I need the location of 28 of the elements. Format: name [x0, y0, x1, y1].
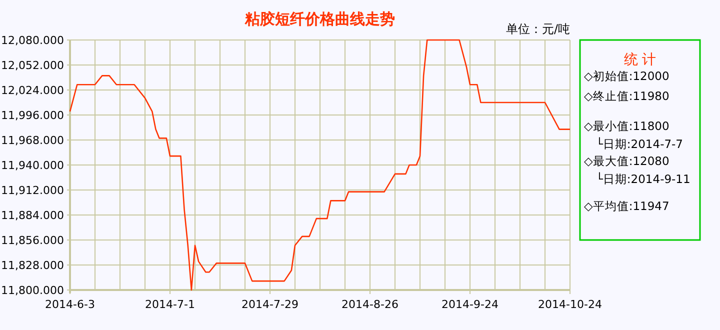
text: 统 计 — [624, 52, 656, 68]
line-series — [69, 39, 571, 291]
x-tick-label: 2014-10-24 — [538, 298, 602, 311]
y-tick-label: 11,940.000 — [1, 159, 64, 172]
chart-title: 粘胶短纤价格曲线走势 — [244, 10, 395, 28]
x-tick-label: 2014-6-3 — [45, 298, 95, 311]
y-tick-label: 11,968.000 — [1, 134, 64, 147]
y-tick-label: 11,856.000 — [1, 234, 64, 247]
x-tick-label: 2014-7-29 — [242, 298, 298, 311]
y-tick-label: 11,884.000 — [1, 209, 64, 222]
y-tick-label: 12,080.000 — [1, 34, 64, 47]
text: ◇最大值:12080 — [584, 154, 670, 168]
text: ◇平均值:11947 — [584, 199, 670, 213]
x-tick-label: 2014-9-24 — [442, 298, 498, 311]
text: ◇初始值:12000 — [584, 69, 670, 83]
y-tick-label: 11,828.000 — [1, 259, 64, 272]
x-tick-label: 2014-8-26 — [342, 298, 398, 311]
x-tick-label: 2014-7-1 — [145, 298, 195, 311]
text: ◇终止值:11980 — [584, 89, 670, 103]
text: ◇最小值:11800 — [584, 119, 670, 133]
text: └日期:2014-9-11 — [596, 172, 690, 186]
y-tick-label: 12,052.000 — [1, 59, 64, 72]
text: └日期:2014-7-7 — [596, 137, 683, 151]
y-tick-label: 12,024.000 — [1, 84, 64, 97]
y-tick-label: 11,800.000 — [1, 284, 64, 297]
y-tick-label: 11,912.000 — [1, 184, 64, 197]
text: 单位：元/吨 — [506, 22, 570, 36]
y-tick-label: 11,996.000 — [1, 109, 64, 122]
